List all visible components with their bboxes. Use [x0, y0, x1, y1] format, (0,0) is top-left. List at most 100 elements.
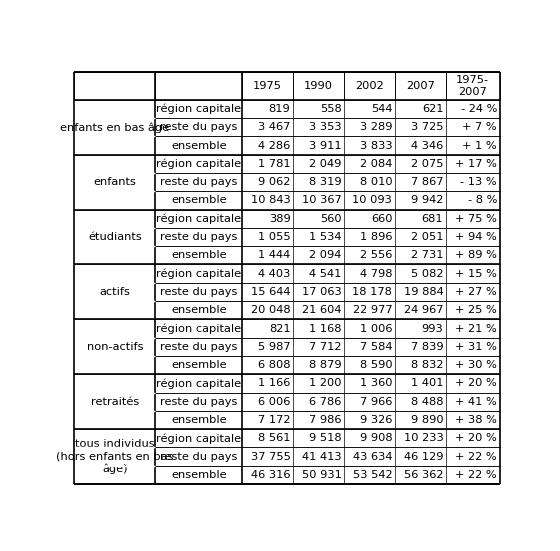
Bar — [242, 392, 293, 411]
Text: reste du pays: reste du pays — [160, 232, 237, 242]
Bar — [156, 320, 242, 338]
Bar — [74, 73, 156, 100]
Text: 50 931: 50 931 — [301, 470, 342, 480]
Bar — [293, 155, 344, 173]
Text: 3 725: 3 725 — [411, 122, 444, 132]
Text: enfants en bas âge: enfants en bas âge — [60, 122, 170, 132]
Text: région capitale: région capitale — [156, 104, 241, 114]
Text: + 75 %: + 75 % — [455, 214, 497, 224]
Text: 4 403: 4 403 — [258, 269, 291, 279]
Text: + 22 %: + 22 % — [455, 452, 497, 462]
Text: 1 055: 1 055 — [258, 232, 291, 242]
Text: reste du pays: reste du pays — [160, 122, 237, 132]
Bar — [293, 283, 344, 301]
Text: reste du pays: reste du pays — [160, 177, 237, 187]
Bar — [344, 246, 395, 264]
Text: - 13 %: - 13 % — [460, 177, 497, 187]
Bar — [242, 173, 293, 191]
Bar — [156, 73, 242, 100]
Text: 1 444: 1 444 — [258, 250, 291, 260]
Text: 7 966: 7 966 — [360, 397, 393, 407]
Bar — [156, 283, 242, 301]
Bar — [242, 118, 293, 137]
Bar — [344, 118, 395, 137]
Text: 8 879: 8 879 — [309, 360, 342, 370]
Bar — [74, 320, 156, 374]
Text: + 94 %: + 94 % — [455, 232, 497, 242]
Text: 2 731: 2 731 — [411, 250, 444, 260]
Bar — [344, 100, 395, 118]
Bar — [446, 338, 500, 356]
Bar — [344, 374, 395, 392]
Bar — [344, 301, 395, 320]
Bar — [446, 411, 500, 429]
Bar — [446, 283, 500, 301]
Text: 544: 544 — [371, 104, 393, 114]
Bar — [344, 283, 395, 301]
Bar — [242, 191, 293, 209]
Bar — [344, 356, 395, 374]
Bar — [242, 320, 293, 338]
Bar — [156, 209, 242, 228]
Bar — [242, 155, 293, 173]
Bar — [293, 264, 344, 283]
Text: région capitale: région capitale — [156, 433, 241, 444]
Text: 6 006: 6 006 — [258, 397, 291, 407]
Bar — [344, 209, 395, 228]
Text: - 8 %: - 8 % — [468, 196, 497, 206]
Text: 5 082: 5 082 — [411, 269, 444, 279]
Text: 8 590: 8 590 — [360, 360, 393, 370]
Text: région capitale: région capitale — [156, 268, 241, 279]
Text: 1990: 1990 — [304, 81, 333, 91]
Text: 993: 993 — [422, 323, 444, 333]
Bar — [446, 118, 500, 137]
Bar — [344, 320, 395, 338]
Bar — [293, 447, 344, 466]
Bar — [293, 137, 344, 155]
Text: + 22 %: + 22 % — [455, 470, 497, 480]
Text: 2 084: 2 084 — [360, 159, 393, 169]
Bar — [395, 100, 446, 118]
Text: 8 488: 8 488 — [411, 397, 444, 407]
Bar — [446, 264, 500, 283]
Text: région capitale: région capitale — [156, 323, 241, 334]
Bar — [293, 411, 344, 429]
Text: + 38 %: + 38 % — [455, 415, 497, 425]
Text: 1 200: 1 200 — [309, 379, 342, 388]
Text: 2 051: 2 051 — [411, 232, 444, 242]
Bar — [395, 228, 446, 246]
Bar — [293, 118, 344, 137]
Bar — [395, 356, 446, 374]
Text: 2007: 2007 — [406, 81, 435, 91]
Text: + 41 %: + 41 % — [455, 397, 497, 407]
Bar — [395, 447, 446, 466]
Text: tous individus
(hors enfants en bas
âge): tous individus (hors enfants en bas âge) — [56, 439, 174, 474]
Text: + 20 %: + 20 % — [455, 433, 497, 444]
Text: 9 908: 9 908 — [360, 433, 393, 444]
Bar — [293, 392, 344, 411]
Bar — [293, 73, 344, 100]
Text: 558: 558 — [320, 104, 342, 114]
Text: ensemble: ensemble — [171, 141, 227, 150]
Text: non-actifs: non-actifs — [87, 342, 143, 352]
Text: 3 467: 3 467 — [258, 122, 291, 132]
Text: 1 781: 1 781 — [258, 159, 291, 169]
Bar — [344, 264, 395, 283]
Text: 46 129: 46 129 — [404, 452, 444, 462]
Bar — [395, 191, 446, 209]
Text: 9 942: 9 942 — [411, 196, 444, 206]
Text: 53 542: 53 542 — [353, 470, 393, 480]
Bar — [156, 356, 242, 374]
Text: 9 890: 9 890 — [410, 415, 444, 425]
Text: 41 413: 41 413 — [302, 452, 342, 462]
Text: reste du pays: reste du pays — [160, 287, 237, 297]
Text: 15 644: 15 644 — [251, 287, 291, 297]
Text: 621: 621 — [422, 104, 444, 114]
Text: 8 010: 8 010 — [360, 177, 393, 187]
Bar — [446, 246, 500, 264]
Bar — [242, 228, 293, 246]
Bar — [293, 356, 344, 374]
Bar — [242, 429, 293, 447]
Bar — [156, 173, 242, 191]
Text: ensemble: ensemble — [171, 196, 227, 206]
